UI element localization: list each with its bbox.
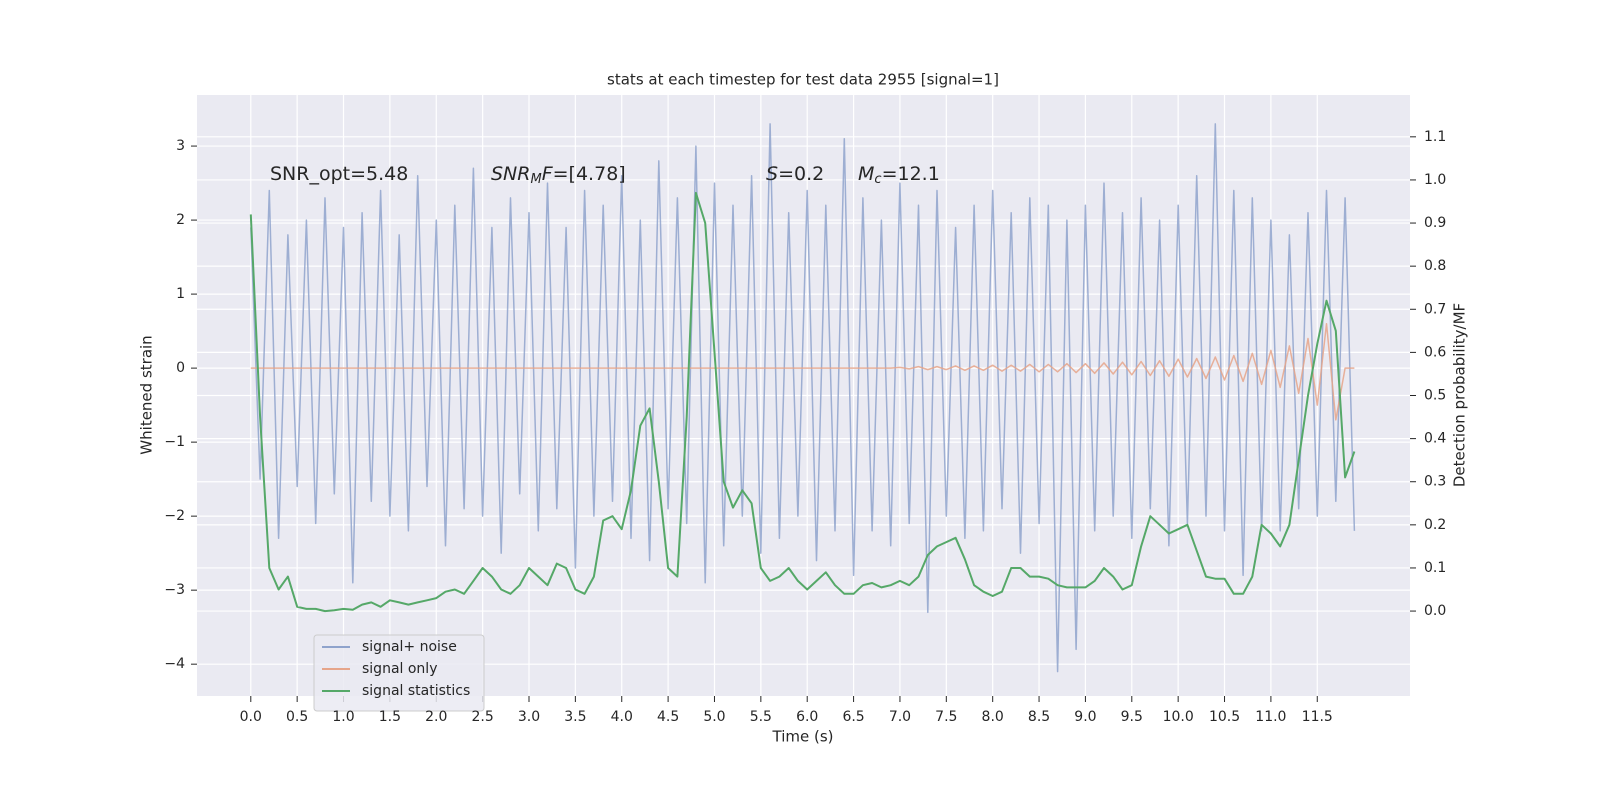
x-tick-label: 3.5 — [564, 709, 586, 725]
grid — [191, 95, 1416, 702]
annotation-part: c — [874, 172, 881, 187]
y2-tick-label: 0.9 — [1424, 215, 1446, 231]
series-line — [250, 123, 1356, 673]
x-axis-label: Time (s) — [772, 728, 834, 746]
y-tick-label: −1 — [164, 434, 185, 450]
y-tick-label: −2 — [164, 508, 185, 524]
y-tick-label: 1 — [176, 286, 185, 302]
x-tick-label: 4.5 — [657, 709, 679, 725]
series-line — [249, 191, 1356, 613]
annotation-part: =0.2 — [778, 163, 824, 185]
legend-box — [313, 634, 485, 712]
x-tick-label: 3.0 — [518, 709, 540, 725]
x-tick-label: 2.0 — [425, 709, 447, 725]
annotation-part: M — [530, 172, 541, 187]
x-tick-label: 11.5 — [1302, 709, 1333, 725]
lines — [249, 123, 1356, 673]
y2-tick-label: 0.3 — [1424, 474, 1446, 490]
annotation: SNRMF=[4.78] — [491, 163, 626, 187]
annotation-part: S — [766, 163, 778, 185]
y2-tick-label: 0.5 — [1424, 388, 1446, 404]
y-tick-label: 2 — [176, 212, 185, 228]
x-tick-label: 9.5 — [1121, 709, 1143, 725]
y2-axis-label: Detection probability/MF — [1451, 303, 1469, 487]
x-tick-label: 10.0 — [1163, 709, 1194, 725]
x-tick-label: 5.5 — [750, 709, 772, 725]
chart-title: stats at each timestep for test data 295… — [607, 71, 999, 89]
y-tick-label: 3 — [176, 138, 185, 154]
x-tick-label: 7.0 — [889, 709, 911, 725]
annotation: Mc=12.1 — [858, 163, 940, 187]
y2-tick-label: 0.2 — [1424, 517, 1446, 533]
x-tick-label: 8.0 — [982, 709, 1004, 725]
y2-tick-label: 0.0 — [1424, 603, 1446, 619]
y2-tick-label: 0.7 — [1424, 301, 1446, 317]
annotation-part: M — [858, 163, 874, 185]
y-axis-label: Whitened strain — [138, 335, 156, 454]
x-tick-label: 11.0 — [1255, 709, 1286, 725]
x-tick-label: 0.0 — [240, 709, 262, 725]
legend-label: signal+ noise — [362, 639, 457, 655]
y-tick-label: −4 — [164, 656, 185, 672]
x-tick-label: 7.5 — [935, 709, 957, 725]
x-tick-label: 10.5 — [1209, 709, 1240, 725]
annotation-part: SNR_opt=5.48 — [270, 163, 408, 185]
annotation: S=0.2 — [766, 163, 824, 185]
x-tick-label: 5.0 — [703, 709, 725, 725]
y2-tick-label: 1.0 — [1424, 172, 1446, 188]
x-tick-label: 1.5 — [379, 709, 401, 725]
x-tick-label: 0.5 — [286, 709, 308, 725]
y2-tick-label: 0.8 — [1424, 258, 1446, 274]
x-tick-label: 2.5 — [471, 709, 493, 725]
x-tick-label: 9.0 — [1074, 709, 1096, 725]
annotations: SNR_opt=5.48 SNRMF=[4.78] S=0.2 Mc=12.1 — [270, 163, 940, 187]
y2-tick-label: 0.1 — [1424, 560, 1446, 576]
x-tick-label: 6.5 — [842, 709, 864, 725]
annotation-part: =[4.78] — [553, 163, 626, 185]
annotation-part: SNR — [491, 163, 530, 185]
y-tick-label: 0 — [176, 360, 185, 376]
y2-tick-label: 0.6 — [1424, 344, 1446, 360]
x-tick-label: 6.0 — [796, 709, 818, 725]
series-line — [250, 322, 1355, 421]
annotation-part: F — [542, 163, 554, 185]
y-tick-label: −3 — [164, 582, 185, 598]
y2-tick-label: 1.1 — [1424, 129, 1446, 145]
legend-label: signal only — [362, 661, 437, 677]
annotation: SNR_opt=5.48 — [270, 163, 408, 185]
x-tick-label: 1.0 — [332, 709, 354, 725]
annotation-part: =12.1 — [882, 163, 940, 185]
x-tick-label: 4.0 — [611, 709, 633, 725]
y2-tick-label: 0.4 — [1424, 431, 1446, 447]
legend-label: signal statistics — [362, 683, 470, 699]
x-tick-label: 8.5 — [1028, 709, 1050, 725]
legend: signal+ noise signal only signal statistic… — [313, 634, 485, 712]
